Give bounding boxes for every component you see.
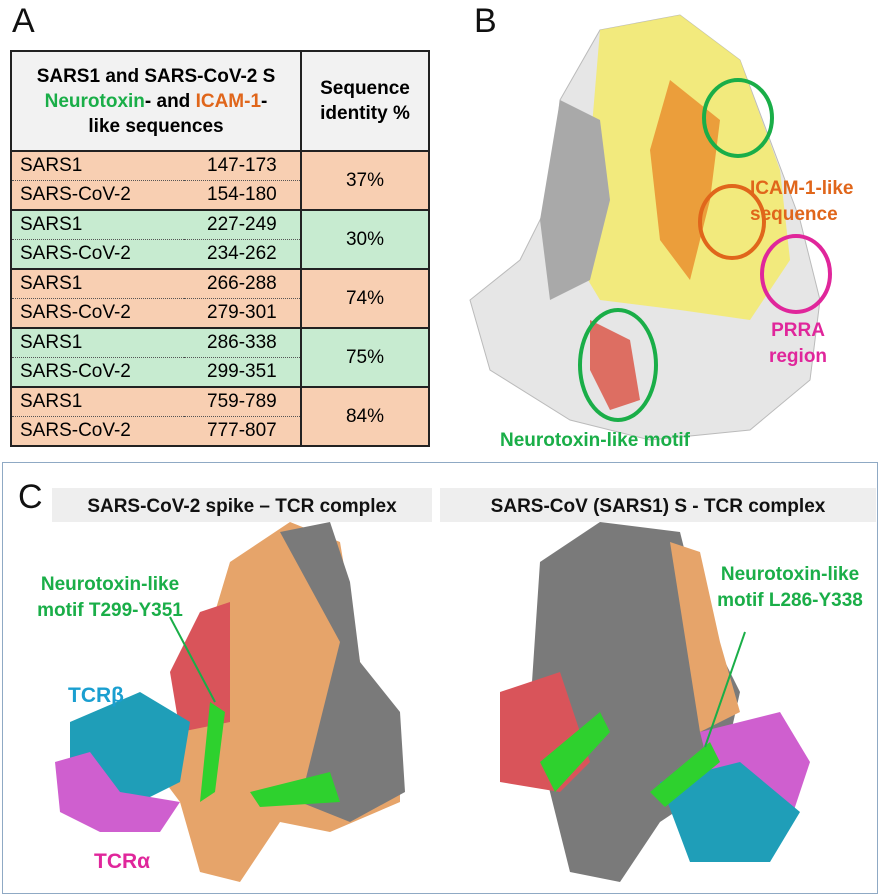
table-cell: SARS-CoV-2 [10,298,184,329]
highlight-circle [702,78,774,158]
table-cell: 147-173 [183,150,303,181]
table-cell: 30% [300,209,430,270]
table-row: SARS-CoV-2 299-351 [10,357,429,388]
panel-title: SARS-CoV (SARS1) S - TCR complex [491,496,826,517]
table-row: SARS1 266-288 74% [10,268,430,329]
table-row: SARS-CoV-2 279-301 [10,298,429,329]
pointer [704,631,746,748]
table-cell: 286-338 [183,327,303,358]
table-cell: SARS1 [10,150,184,181]
header-text: - [261,90,268,112]
spike-chain [280,522,405,822]
title-box [440,488,876,522]
highlight-circle [760,234,832,314]
spike-chain [170,602,230,732]
table-cell: 299-351 [183,357,303,388]
spike-chain [670,542,740,732]
spike-structure: ICAM-1-like sequence PRRA region Neuroto… [469,14,853,451]
table-cell: 37% [300,150,430,211]
table-cell: SARS-CoV-2 [10,357,184,388]
annotation: TCRα [94,850,150,873]
panel-title: SARS-CoV-2 spike – TCR complex [87,496,397,517]
motif-region [200,702,340,807]
table-cell: SARS1 [10,209,184,240]
header-text: ICAM-1 [195,90,262,112]
header-text: - and [144,90,196,112]
annotation: Neurotoxin-like [721,564,859,585]
table-cell: SARS1 [10,327,184,358]
annotation: motif T299-Y351 [37,600,183,621]
table-cell: 84% [300,386,430,447]
table-row: SARS-CoV-2 777-807 [10,416,429,447]
header-text: like sequences [88,115,224,137]
table-cell: 74% [300,268,430,329]
annotation: ICAM-1-like [750,178,853,199]
panel-label: A [12,2,35,40]
table-row: SARS-CoV-2 154-180 [10,180,429,211]
header-text: Neurotoxin [44,90,145,112]
pointer [169,616,216,703]
table-cell: SARS-CoV-2 [10,180,184,211]
panel-label: C [18,478,43,516]
table-cell: 266-288 [183,268,303,299]
annotation: PRRA [771,320,825,341]
motif-region [540,712,720,807]
annotation: Neurotoxin-like [41,574,179,595]
tcr-complexes: SARS-CoV-2 spike – TCR complex SARS-CoV … [37,488,876,882]
annotation: Neurotoxin-like motif [500,430,691,451]
identity-table: SARS1 and SARS-CoV-2 S Neurotoxin- and I… [10,50,430,447]
annotation: sequence [750,204,838,225]
annotation: region [769,346,827,367]
protein-chain [590,320,640,410]
header-cell: SARS1 and SARS-CoV-2 S Neurotoxin- and I… [10,50,302,152]
table-cell: 154-180 [183,180,303,211]
panel-c-frame [2,462,878,894]
tcr-beta [660,762,800,862]
table-row: SARS1 227-249 30% [10,209,430,270]
table-row: SARS1 286-338 75% [10,327,430,388]
header-cell: Sequence identity % [300,50,430,152]
highlight-circle [578,308,658,422]
table-cell: 777-807 [183,416,303,447]
annotation: motif L286-Y338 [717,590,863,611]
table-cell: SARS-CoV-2 [10,239,184,270]
title-box [52,488,432,522]
tcr-alpha [55,752,180,832]
table-cell: 227-249 [183,209,303,240]
table-row: SARS-CoV-2 234-262 [10,239,429,270]
highlight-circle [698,184,766,260]
table-cell: 759-789 [183,386,303,417]
table-cell: 75% [300,327,430,388]
protein-chain [540,100,610,300]
header-text: SARS1 and SARS-CoV-2 S [36,65,276,87]
table-row: SARS1 147-173 37% [10,150,430,211]
panel-label: B [474,2,497,40]
table-cell: SARS1 [10,268,184,299]
table-cell: SARS-CoV-2 [10,416,184,447]
table-cell: SARS1 [10,386,184,417]
table-cell: 234-262 [183,239,303,270]
table-cell: 279-301 [183,298,303,329]
annotation: TCRβ [68,684,124,707]
table-row: SARS1 759-789 84% [10,386,430,447]
